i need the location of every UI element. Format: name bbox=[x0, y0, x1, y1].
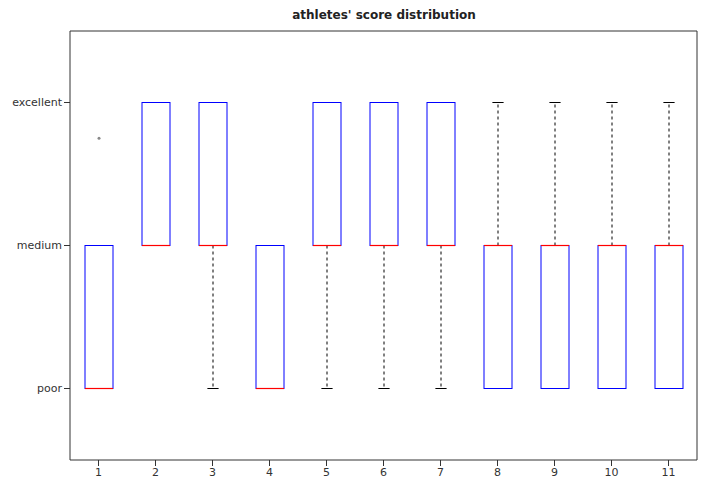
svg-text:5: 5 bbox=[323, 466, 330, 479]
svg-text:medium: medium bbox=[17, 239, 62, 252]
svg-text:3: 3 bbox=[209, 466, 216, 479]
svg-text:6: 6 bbox=[380, 466, 387, 479]
svg-text:excellent: excellent bbox=[12, 96, 63, 109]
svg-text:8: 8 bbox=[494, 466, 501, 479]
svg-text:1: 1 bbox=[95, 466, 102, 479]
svg-text:2: 2 bbox=[152, 466, 159, 479]
svg-text:11: 11 bbox=[662, 466, 676, 479]
svg-text:7: 7 bbox=[437, 466, 444, 479]
svg-text:10: 10 bbox=[605, 466, 619, 479]
svg-text:4: 4 bbox=[266, 466, 273, 479]
svg-text:9: 9 bbox=[551, 466, 558, 479]
html-text:athletes' score distribution: athletes' score distribution bbox=[292, 8, 476, 22]
svg-text:poor: poor bbox=[37, 382, 62, 395]
